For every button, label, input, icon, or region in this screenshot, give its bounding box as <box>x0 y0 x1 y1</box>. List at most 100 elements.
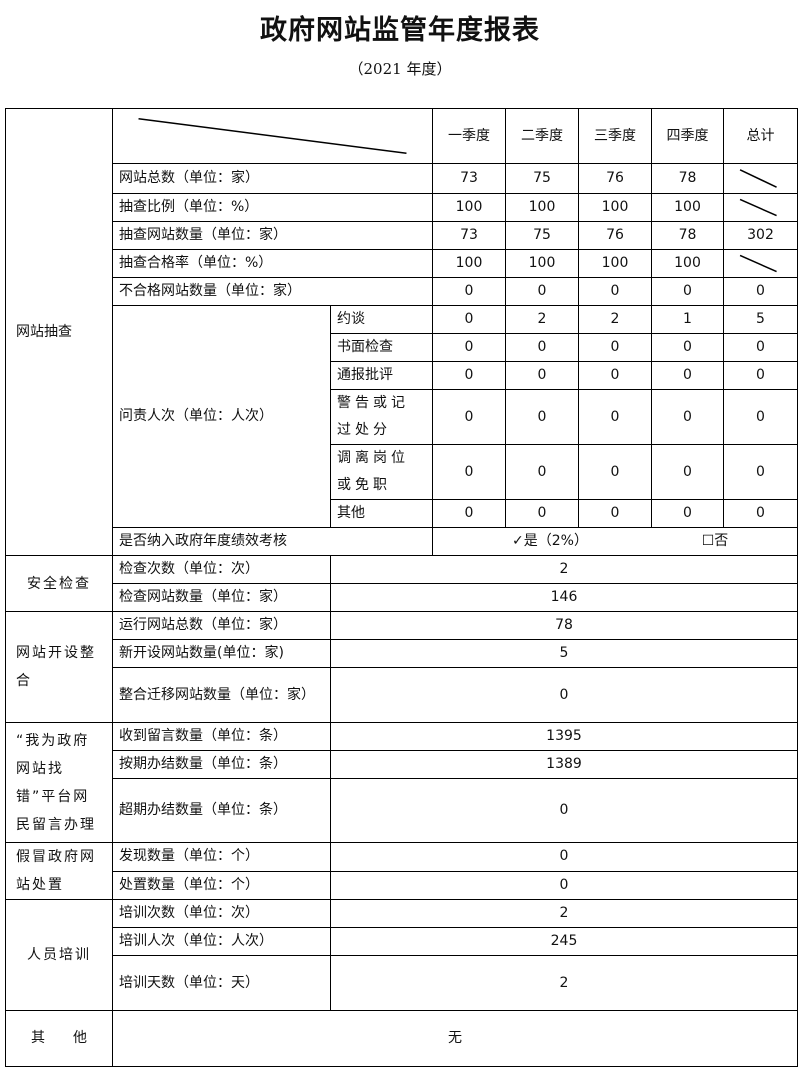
value-cell: 0 <box>651 333 724 362</box>
row-label: 超期办结数量（单位：条） <box>112 778 331 843</box>
sub-row-label: 调离岗位或免职 <box>330 444 433 500</box>
value-cell: 76 <box>578 163 652 194</box>
value-cell: 2 <box>330 899 798 928</box>
sub-row-label: 警告或记过处分 <box>330 389 433 445</box>
value-cell: 0 <box>723 277 798 306</box>
value-cell: 0 <box>505 333 579 362</box>
value-cell: 100 <box>651 249 724 278</box>
value-cell: 0 <box>651 444 724 500</box>
section-label: 假冒政府网站处置 <box>5 842 113 900</box>
other-label: 其 他 <box>5 1010 113 1067</box>
value-cell: 100 <box>432 249 506 278</box>
value-cell: 75 <box>505 163 579 194</box>
row-label: 抽查比例（单位：%） <box>112 193 433 222</box>
table-row: 问责人次（单位：人次） 约谈 0 2 2 1 5 <box>6 305 798 528</box>
table-row: 新开设网站数量(单位：家) 5 <box>6 639 798 668</box>
row-label: 处置数量（单位：个） <box>112 870 331 900</box>
row-label: 收到留言数量（单位：条） <box>112 722 331 751</box>
value-cell: 0 <box>505 277 579 306</box>
value-cell: 0 <box>578 444 652 500</box>
row-label: 培训次数（单位：次） <box>112 899 331 928</box>
value-cell: 0 <box>505 444 579 500</box>
value-cell: 0 <box>330 778 798 843</box>
table-row: 整合迁移网站数量（单位：家） 0 <box>6 667 798 723</box>
row-label: 新开设网站数量(单位：家) <box>112 639 331 668</box>
row-label: 检查次数（单位：次） <box>112 555 331 584</box>
value-cell: 0 <box>723 389 798 445</box>
column-header: 二季度 <box>505 108 579 164</box>
sub-row-label: 通报批评 <box>330 361 433 390</box>
value-cell: 75 <box>505 221 579 250</box>
empty-cell-slash <box>723 249 798 278</box>
value-cell: 2 <box>578 305 652 334</box>
value-cell: 0 <box>723 444 798 500</box>
row-label: 整合迁移网站数量（单位：家） <box>112 667 331 723</box>
page-title: 政府网站监管年度报表 <box>260 15 540 46</box>
value-cell: 245 <box>330 927 798 956</box>
value-cell: 0 <box>330 842 798 872</box>
row-label: 抽查网站数量（单位：家） <box>112 221 433 250</box>
table-row: 人员培训 培训次数（单位：次） 2 <box>5 899 798 1011</box>
table-row: 处置数量（单位：个） 0 <box>6 870 798 900</box>
row-label: 按期办结数量（单位：条） <box>112 750 331 779</box>
report-year: （2021 年度） <box>348 60 452 78</box>
table-row: 书面检查 0 0 0 0 0 <box>6 333 798 362</box>
table-row: 抽查网站数量（单位：家） 73 75 76 78 302 <box>6 221 798 250</box>
accountability-label: 问责人次（单位：人次） <box>112 305 331 528</box>
sub-row-label: 约谈 <box>330 305 433 334</box>
value-cell: 0 <box>723 361 798 390</box>
table-row: 培训人次（单位：人次） 245 <box>6 927 798 956</box>
value-cell: 0 <box>505 499 579 528</box>
table-row: 培训天数（单位：天） 2 <box>6 955 798 1011</box>
table-row: 不合格网站数量（单位：家） 0 0 0 0 0 <box>6 277 798 306</box>
column-header: 总计 <box>723 108 798 164</box>
value-cell: 0 <box>651 277 724 306</box>
value-cell: 0 <box>432 333 506 362</box>
section-label: 安全检查 <box>5 555 113 612</box>
assessment-yes-checkbox[interactable]: ✓是（2%） <box>512 533 588 549</box>
value-cell: 78 <box>330 611 798 640</box>
value-cell: 100 <box>505 249 579 278</box>
table-row: 网站开设整合 运行网站总数（单位：家） 78 <box>5 611 798 723</box>
row-label: 不合格网站数量（单位：家） <box>112 277 433 306</box>
value-cell: 0 <box>723 499 798 528</box>
row-label: 抽查合格率（单位：%） <box>112 249 433 278</box>
diagonal-slash <box>724 164 797 193</box>
value-cell: 73 <box>432 221 506 250</box>
table-row: 网站总数（单位：家） 73 75 76 78 <box>6 163 798 194</box>
table-row: 是否纳入政府年度绩效考核 ✓是（2%） ☐否 <box>6 527 798 556</box>
value-cell: 0 <box>330 667 798 723</box>
value-cell: 1395 <box>330 722 798 751</box>
table-row: 其 他无 <box>5 1010 798 1067</box>
value-cell: 0 <box>505 389 579 445</box>
column-header: 三季度 <box>578 108 652 164</box>
value-cell: 0 <box>432 499 506 528</box>
assessment-no-checkbox[interactable]: ☐否 <box>701 533 729 549</box>
value-cell: 100 <box>578 249 652 278</box>
assessment-label: 是否纳入政府年度绩效考核 <box>112 527 433 556</box>
value-cell: 0 <box>330 870 798 900</box>
value-cell: 1 <box>651 305 724 334</box>
row-label: 培训人次（单位：人次） <box>112 927 331 956</box>
empty-cell-slash <box>723 163 798 194</box>
table-row: 抽查比例（单位：%） 100 100 100 100 <box>6 193 798 222</box>
value-cell: 0 <box>578 333 652 362</box>
value-cell: 76 <box>578 221 652 250</box>
value-cell: 0 <box>432 444 506 500</box>
value-cell: 2 <box>505 305 579 334</box>
table-row: 调离岗位或免职 0 0 0 0 0 <box>6 444 798 500</box>
table-row: 检查网站数量（单位：家） 146 <box>6 583 798 612</box>
value-cell: 2 <box>330 555 798 584</box>
value-cell: 100 <box>578 193 652 222</box>
table-row: 警告或记过处分 0 0 0 0 0 <box>6 389 798 445</box>
value-cell: 78 <box>651 221 724 250</box>
value-cell: 0 <box>723 333 798 362</box>
value-cell: 0 <box>432 389 506 445</box>
value-cell: 78 <box>651 163 724 194</box>
column-header: 一季度 <box>432 108 506 164</box>
report-table: 网站抽查 一季度 二季度 三季度 四季度 总计 网站总数（单位：家） 73 75 76 78 抽查比例… <box>5 108 798 1067</box>
section-label: 人员培训 <box>5 899 113 1011</box>
table-row: 安全检查 检查次数（单位：次） 2 <box>5 555 798 612</box>
value-cell: 5 <box>723 305 798 334</box>
value-cell: 0 <box>432 305 506 334</box>
